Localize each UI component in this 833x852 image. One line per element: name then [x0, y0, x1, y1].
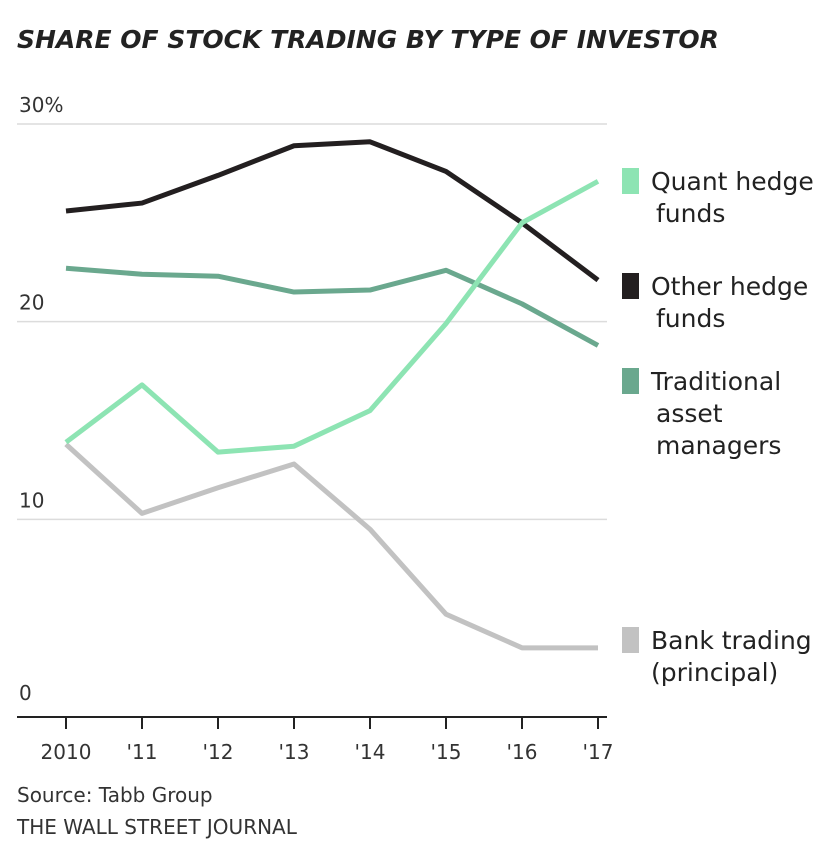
legend-label: funds	[656, 304, 725, 333]
x-tick-label: '14	[355, 740, 386, 764]
series-line	[65, 139, 600, 283]
legend-label: Quant hedge	[651, 167, 814, 196]
legend-label: (principal)	[651, 658, 778, 687]
legend-label: managers	[656, 431, 781, 460]
legend-label: asset	[656, 399, 723, 428]
x-tick-label: '16	[507, 740, 538, 764]
legend-label: Other hedge	[651, 272, 808, 301]
legend-swatch	[622, 368, 639, 394]
y-tick-label: 30%	[19, 93, 63, 117]
x-tick-label: 2010	[41, 740, 92, 764]
x-axis-ticks: 2010 '11 '12 '13 '14 '15 '16 '17	[41, 717, 614, 764]
chart-title: SHARE OF STOCK TRADING BY TYPE OF INVEST…	[17, 25, 719, 54]
y-tick-label: 0	[19, 681, 32, 705]
x-tick-label: '13	[279, 740, 310, 764]
series-lines	[64, 139, 600, 651]
source-note: Source: Tabb Group	[17, 783, 213, 807]
legend-label: Bank trading	[651, 626, 812, 655]
gridlines	[17, 123, 607, 521]
x-tick-label: '17	[583, 740, 614, 764]
series-line	[64, 442, 598, 651]
y-tick-label: 10	[19, 488, 44, 512]
legend-label: Traditional	[650, 367, 781, 396]
y-tick-label: 20	[19, 291, 44, 315]
publisher-credit: THE WALL STREET JOURNAL	[16, 815, 298, 839]
legend: Quant hedge funds Other hedge funds Traditio…	[622, 167, 814, 687]
legend-swatch	[622, 168, 639, 194]
legend-label: funds	[656, 199, 725, 228]
legend-swatch	[622, 627, 639, 653]
x-tick-label: '12	[203, 740, 234, 764]
series-line	[65, 265, 600, 348]
y-axis-ticks: 0 10 20 30%	[19, 93, 63, 705]
series-line	[64, 179, 600, 455]
x-tick-label: '15	[431, 740, 462, 764]
legend-swatch	[622, 273, 639, 299]
x-tick-label: '11	[127, 740, 158, 764]
